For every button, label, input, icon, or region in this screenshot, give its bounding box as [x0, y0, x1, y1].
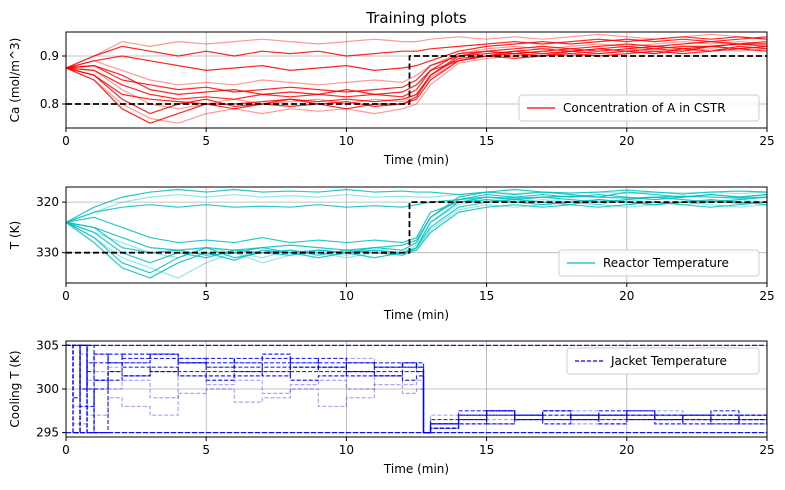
concentration-series-line-4 — [66, 45, 767, 124]
cooling-temperature-ytick-label: 300 — [36, 382, 59, 396]
reactor-temperature-series-group — [66, 188, 767, 279]
concentration-ylabel: Ca (mol/m^3) — [8, 38, 22, 123]
concentration-series-line-2 — [66, 48, 767, 95]
concentration-xtick-label: 10 — [339, 134, 354, 148]
reactor-temperature-xtick-label: 20 — [619, 289, 634, 303]
panel-cooling-temperature: 0 5 10 15 20 25 295 300 305 Time (min) Cooling T (… — [8, 338, 775, 476]
reactor-temperature-xlabel: Time (min) — [383, 308, 449, 322]
concentration-series-line-12 — [66, 33, 767, 69]
cooling-temperature-xtick-label: 0 — [62, 443, 70, 457]
cooling-temperature-legend-label: Jacket Temperature — [610, 354, 727, 368]
concentration-series-line-11 — [66, 48, 767, 124]
panel-concentration: 0 5 10 15 20 25 0.8 0.9 Time (min) Ca (mol/m^3) Co… — [8, 31, 775, 167]
cooling-temperature-series-line-7 — [66, 344, 767, 434]
cooling-temperature-series-line-6 — [66, 344, 767, 434]
concentration-ytick-label: 0.8 — [40, 97, 59, 111]
reactor-temperature-axes-frame — [65, 186, 768, 284]
concentration-xtick-label: 20 — [619, 134, 634, 148]
cooling-temperature-xlabel: Time (min) — [383, 462, 449, 476]
figure-title: Training plots — [365, 9, 467, 27]
cooling-temperature-series-line-5 — [66, 344, 767, 434]
reactor-temperature-legend-label: Reactor Temperature — [603, 256, 729, 270]
concentration-xtick-label: 25 — [759, 134, 774, 148]
concentration-xtick-label: 0 — [62, 134, 70, 148]
reactor-temperature-xtick-label: 25 — [759, 289, 774, 303]
reactor-temperature-xtick-label: 5 — [202, 289, 210, 303]
cooling-temperature-series-group — [66, 344, 767, 434]
cooling-temperature-series-line-9 — [66, 344, 767, 434]
panel-reactor-temperature: 0 5 10 15 20 25 320 330 Time (min) T (K) Reactor T… — [8, 186, 775, 322]
cooling-temperature-xtick-label: 15 — [479, 443, 494, 457]
reactor-temperature-xtick-label: 10 — [339, 289, 354, 303]
cooling-temperature-ytick-label: 295 — [36, 426, 59, 440]
concentration-series-line-7 — [66, 45, 767, 115]
reactor-temperature-xtick-label: 0 — [62, 289, 70, 303]
cooling-temperature-series-line-8 — [66, 344, 767, 434]
concentration-setpoint-line — [66, 55, 767, 105]
reactor-temperature-ytick-label: 320 — [36, 195, 59, 209]
concentration-axes-frame — [65, 31, 768, 129]
concentration-series-line-9 — [66, 45, 767, 110]
reactor-temperature-xtick-label: 15 — [479, 289, 494, 303]
reactor-temperature-series-line-8 — [66, 193, 767, 251]
cooling-temperature-legend-box — [566, 347, 760, 375]
concentration-xlabel: Time (min) — [383, 153, 449, 167]
reactor-temperature-series-line-2 — [66, 188, 767, 223]
concentration-xtick-label: 15 — [479, 134, 494, 148]
cooling-temperature-xtick-label: 20 — [619, 443, 634, 457]
reactor-temperature-series-line-6 — [66, 195, 767, 223]
reactor-temperature-series-line-9 — [66, 201, 767, 279]
cooling-temperature-ylabel: Cooling T (K) — [8, 350, 22, 427]
reactor-temperature-legend-box — [558, 249, 760, 277]
reactor-temperature-series-line-10 — [66, 191, 767, 223]
concentration-xtick-label: 5 — [202, 134, 210, 148]
concentration-legend-label: Concentration of A in CSTR — [563, 101, 726, 115]
cooling-temperature-xtick-label: 25 — [759, 443, 774, 457]
concentration-series-line-6 — [66, 36, 767, 69]
concentration-series-line-8 — [66, 43, 767, 93]
concentration-series-line-3 — [66, 36, 767, 71]
concentration-ytick-label: 0.9 — [40, 49, 59, 63]
concentration-series-line-10 — [66, 41, 767, 86]
concentration-series-group — [66, 33, 767, 124]
reactor-temperature-ytick-label: 330 — [36, 246, 59, 260]
concentration-series-line-5 — [66, 41, 767, 100]
cooling-temperature-xtick-label: 5 — [202, 443, 210, 457]
cooling-temperature-xtick-label: 10 — [339, 443, 354, 457]
reactor-temperature-series-line-5 — [66, 199, 767, 264]
reactor-temperature-ylabel: T (K) — [8, 221, 22, 250]
concentration-legend-box — [518, 94, 760, 122]
reactor-temperature-setpoint-line — [66, 201, 767, 254]
cooling-temperature-ytick-label: 305 — [36, 338, 59, 352]
